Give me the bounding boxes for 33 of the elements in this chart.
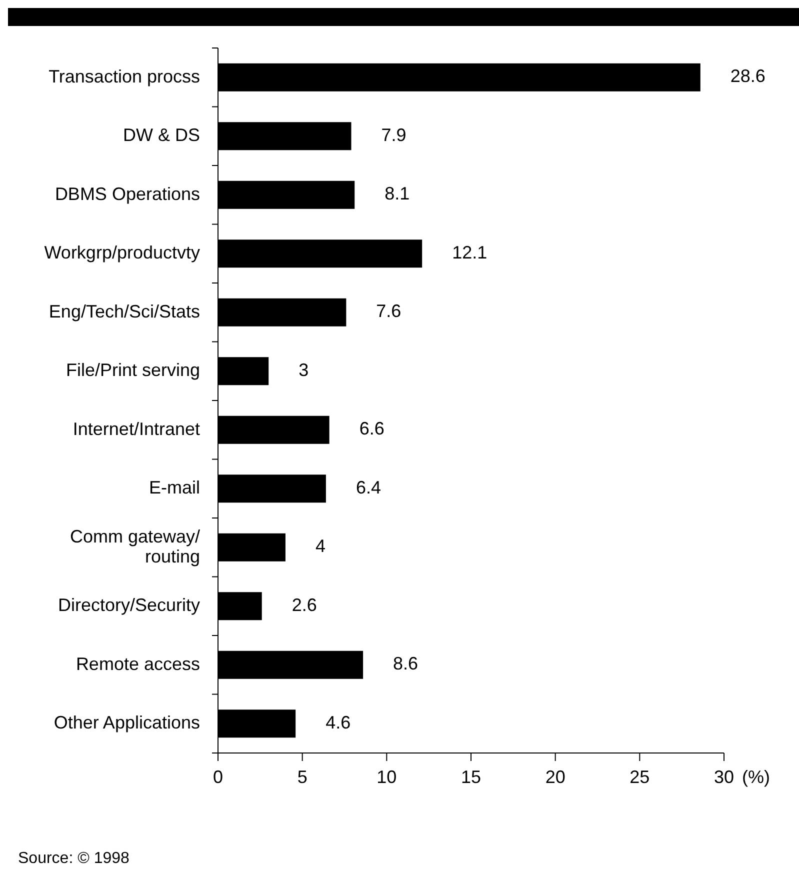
y-tick-label: Internet/Intranet [72, 418, 200, 439]
x-axis-title: (%) [742, 767, 770, 787]
x-tick-label: 15 [460, 767, 482, 787]
data-label: 28.6 [730, 66, 766, 86]
y-tick-label: Eng/Tech/Sci/Stats [48, 301, 200, 322]
data-label: 7.9 [381, 124, 406, 145]
y-tick-label: E-mail [148, 477, 200, 498]
data-label: 6.4 [356, 477, 381, 498]
x-tick-label: 30 [714, 767, 734, 787]
data-label: 7.6 [376, 301, 402, 322]
y-tick-label: DBMS Operations [54, 184, 200, 204]
y-tick-label: Remote access [76, 654, 200, 674]
data-label: 12.1 [452, 242, 488, 262]
y-tick-label: File/Print serving [66, 360, 200, 380]
y-tick-label: DW & DS [122, 124, 200, 145]
y-tick-label: Other Applications [54, 712, 200, 732]
data-label: 2.6 [292, 594, 317, 615]
data-label: 6.6 [359, 418, 384, 439]
y-tick-label: Comm gateway/routing [70, 526, 200, 566]
source-note: Source: © 1998 [18, 850, 130, 867]
data-label: 4 [315, 536, 326, 556]
x-tick-label: 0 [212, 767, 224, 787]
x-tick-label: 25 [630, 767, 650, 787]
data-label: 4.6 [326, 712, 351, 732]
data-label: 8.6 [393, 654, 418, 674]
x-tick-label: 20 [545, 767, 566, 787]
y-tick-label: Directory/Security [58, 594, 200, 615]
y-tick-label: Workgrp/productvty [44, 242, 200, 262]
x-tick-label: 10 [376, 767, 397, 787]
data-label: 3 [298, 360, 309, 380]
y-tick-label: Transaction procss [48, 66, 200, 86]
data-label: 8.1 [384, 184, 410, 204]
x-tick-label: 5 [297, 767, 308, 787]
